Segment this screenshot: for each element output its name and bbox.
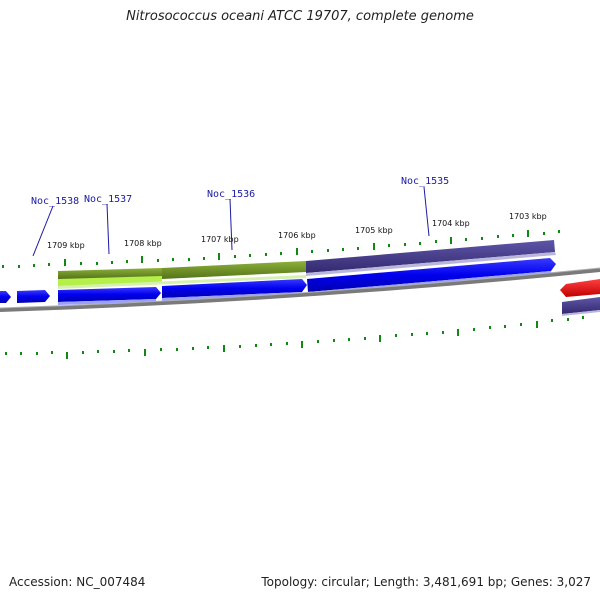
gene-label-noc-1536[interactable]: Noc_1536 <box>207 189 255 200</box>
scale-label: 1709 kbp <box>47 241 85 250</box>
gene-labels: Noc_1538 Noc_1537 Noc_1536 Noc_1535 <box>31 176 449 207</box>
backbone-ring <box>0 268 600 312</box>
gene-arrow-noc-1537[interactable] <box>58 287 161 302</box>
genome-summary-text: Topology: circular; Length: 3,481,691 bp… <box>261 575 591 589</box>
gene-label-noc-1537[interactable]: Noc_1537 <box>84 194 132 205</box>
cog-segment-purple[interactable] <box>306 240 555 273</box>
scale-label: 1706 kbp <box>278 231 316 240</box>
outer-tick-ring <box>2 230 560 268</box>
scale-label: 1703 kbp <box>509 212 547 221</box>
gene-label-noc-1535[interactable]: Noc_1535 <box>401 176 449 187</box>
scale-label: 1707 kbp <box>201 235 239 244</box>
scale-label: 1704 kbp <box>432 219 470 228</box>
cog-track <box>58 240 556 289</box>
gene-arrow-reverse[interactable] <box>560 279 600 297</box>
cog-segment-purple[interactable] <box>562 297 600 314</box>
accession-text: Accession: NC_007484 <box>9 575 146 589</box>
cog-segment-green[interactable] <box>162 261 306 279</box>
scale-label: 1708 kbp <box>124 239 162 248</box>
gene-arrow-noc-1536[interactable] <box>162 279 307 298</box>
cog-segment-green[interactable] <box>58 268 162 279</box>
scale-labels: 1709 kbp 1708 kbp 1707 kbp 1706 kbp 1705… <box>47 212 547 250</box>
gene-arrow-noc-1535[interactable] <box>307 258 556 292</box>
forward-genes <box>0 258 556 305</box>
gene-arrow[interactable] <box>0 291 11 303</box>
map-title: Nitrosococcus oceani ATCC 19707, complet… <box>126 9 474 24</box>
inner-tick-ring <box>5 316 584 359</box>
gene-label-noc-1538[interactable]: Noc_1538 <box>31 196 79 207</box>
reverse-genes <box>560 279 600 316</box>
scale-label: 1705 kbp <box>355 226 393 235</box>
label-leaders <box>32 186 430 257</box>
gene-arrow[interactable] <box>17 290 50 303</box>
